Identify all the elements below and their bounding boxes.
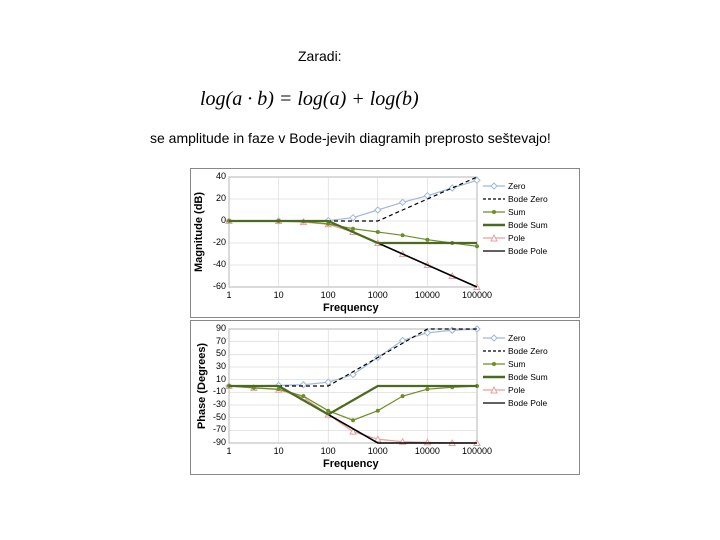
legend-item: Pole — [483, 231, 548, 244]
xtick-label: 100 — [321, 446, 336, 456]
legend-item: Sum — [483, 205, 548, 218]
legend: Zero Bode Zero Sum Bode Sum Pole Bode Pole — [481, 329, 550, 411]
legend-label: Bode Pole — [508, 246, 547, 256]
legend-label: Zero — [508, 333, 525, 343]
legend-item: Zero — [483, 331, 548, 344]
x-axis-label: Frequency — [323, 458, 379, 470]
xtick-label: 100000 — [462, 290, 492, 300]
xtick-label: 1000 — [368, 290, 388, 300]
legend-item: Bode Pole — [483, 244, 548, 257]
ytick-label: 0 — [202, 215, 226, 225]
legend: Zero Bode Zero Sum Bode Sum Pole Bode Pole — [481, 177, 550, 259]
legend-item: Bode Pole — [483, 396, 548, 409]
xtick-label: 100000 — [462, 446, 492, 456]
legend-swatch — [483, 359, 505, 369]
ytick-label: -20 — [202, 237, 226, 247]
xtick-label: 10 — [274, 290, 284, 300]
legend-label: Bode Zero — [508, 346, 548, 356]
chart-stack: 40200-20-40-60110100100010000100000Magni… — [190, 168, 580, 477]
legend-swatch — [483, 233, 505, 243]
xtick-label: 10000 — [415, 446, 440, 456]
legend-swatch — [483, 181, 505, 191]
xtick-label: 1 — [226, 290, 231, 300]
phase-chart: 9070503010-10-30-50-70-90110100100010000… — [190, 320, 580, 475]
subtitle-text: se amplitude in faze v Bode-jevih diagra… — [150, 130, 551, 146]
xtick-label: 100 — [321, 290, 336, 300]
title-text: Zaradi: — [298, 48, 342, 64]
legend-item: Sum — [483, 357, 548, 370]
x-axis-label: Frequency — [323, 302, 379, 314]
ytick-label: -40 — [202, 259, 226, 269]
legend-item: Bode Sum — [483, 218, 548, 231]
legend-item: Bode Zero — [483, 192, 548, 205]
legend-label: Bode Zero — [508, 194, 548, 204]
legend-item: Zero — [483, 179, 548, 192]
legend-label: Bode Pole — [508, 398, 547, 408]
legend-item: Bode Zero — [483, 344, 548, 357]
legend-swatch — [483, 398, 505, 408]
xtick-label: 1 — [226, 446, 231, 456]
xtick-label: 1000 — [368, 446, 388, 456]
legend-item: Pole — [483, 383, 548, 396]
y-axis-label: Magnitude (dB) — [193, 192, 205, 272]
legend-swatch — [483, 246, 505, 256]
legend-swatch — [483, 372, 505, 382]
legend-swatch — [483, 333, 505, 343]
legend-swatch — [483, 346, 505, 356]
ytick-label: 40 — [202, 171, 226, 181]
legend-swatch — [483, 385, 505, 395]
legend-label: Sum — [508, 207, 525, 217]
legend-swatch — [483, 194, 505, 204]
magnitude-chart: 40 20 0 -20 -40 -601 10 100 1000 10000 100000 Magni… — [190, 168, 580, 318]
legend-label: Sum — [508, 359, 525, 369]
legend-label: Pole — [508, 233, 525, 243]
legend-label: Pole — [508, 385, 525, 395]
legend-label: Zero — [508, 181, 525, 191]
xtick-label: 10 — [274, 446, 284, 456]
legend-label: Bode Sum — [508, 220, 548, 230]
formula-text: log(a · b) = log(a) + log(b) — [200, 88, 419, 111]
ytick-label: -90 — [202, 437, 226, 447]
ytick-label: 20 — [202, 193, 226, 203]
ytick-label: 90 — [202, 323, 226, 333]
legend-item: Bode Sum — [483, 370, 548, 383]
y-axis-label: Phase (Degrees) — [196, 343, 208, 429]
xtick-label: 10000 — [415, 290, 440, 300]
ytick-label: -60 — [202, 281, 226, 291]
legend-swatch — [483, 207, 505, 217]
legend-label: Bode Sum — [508, 372, 548, 382]
legend-swatch — [483, 220, 505, 230]
